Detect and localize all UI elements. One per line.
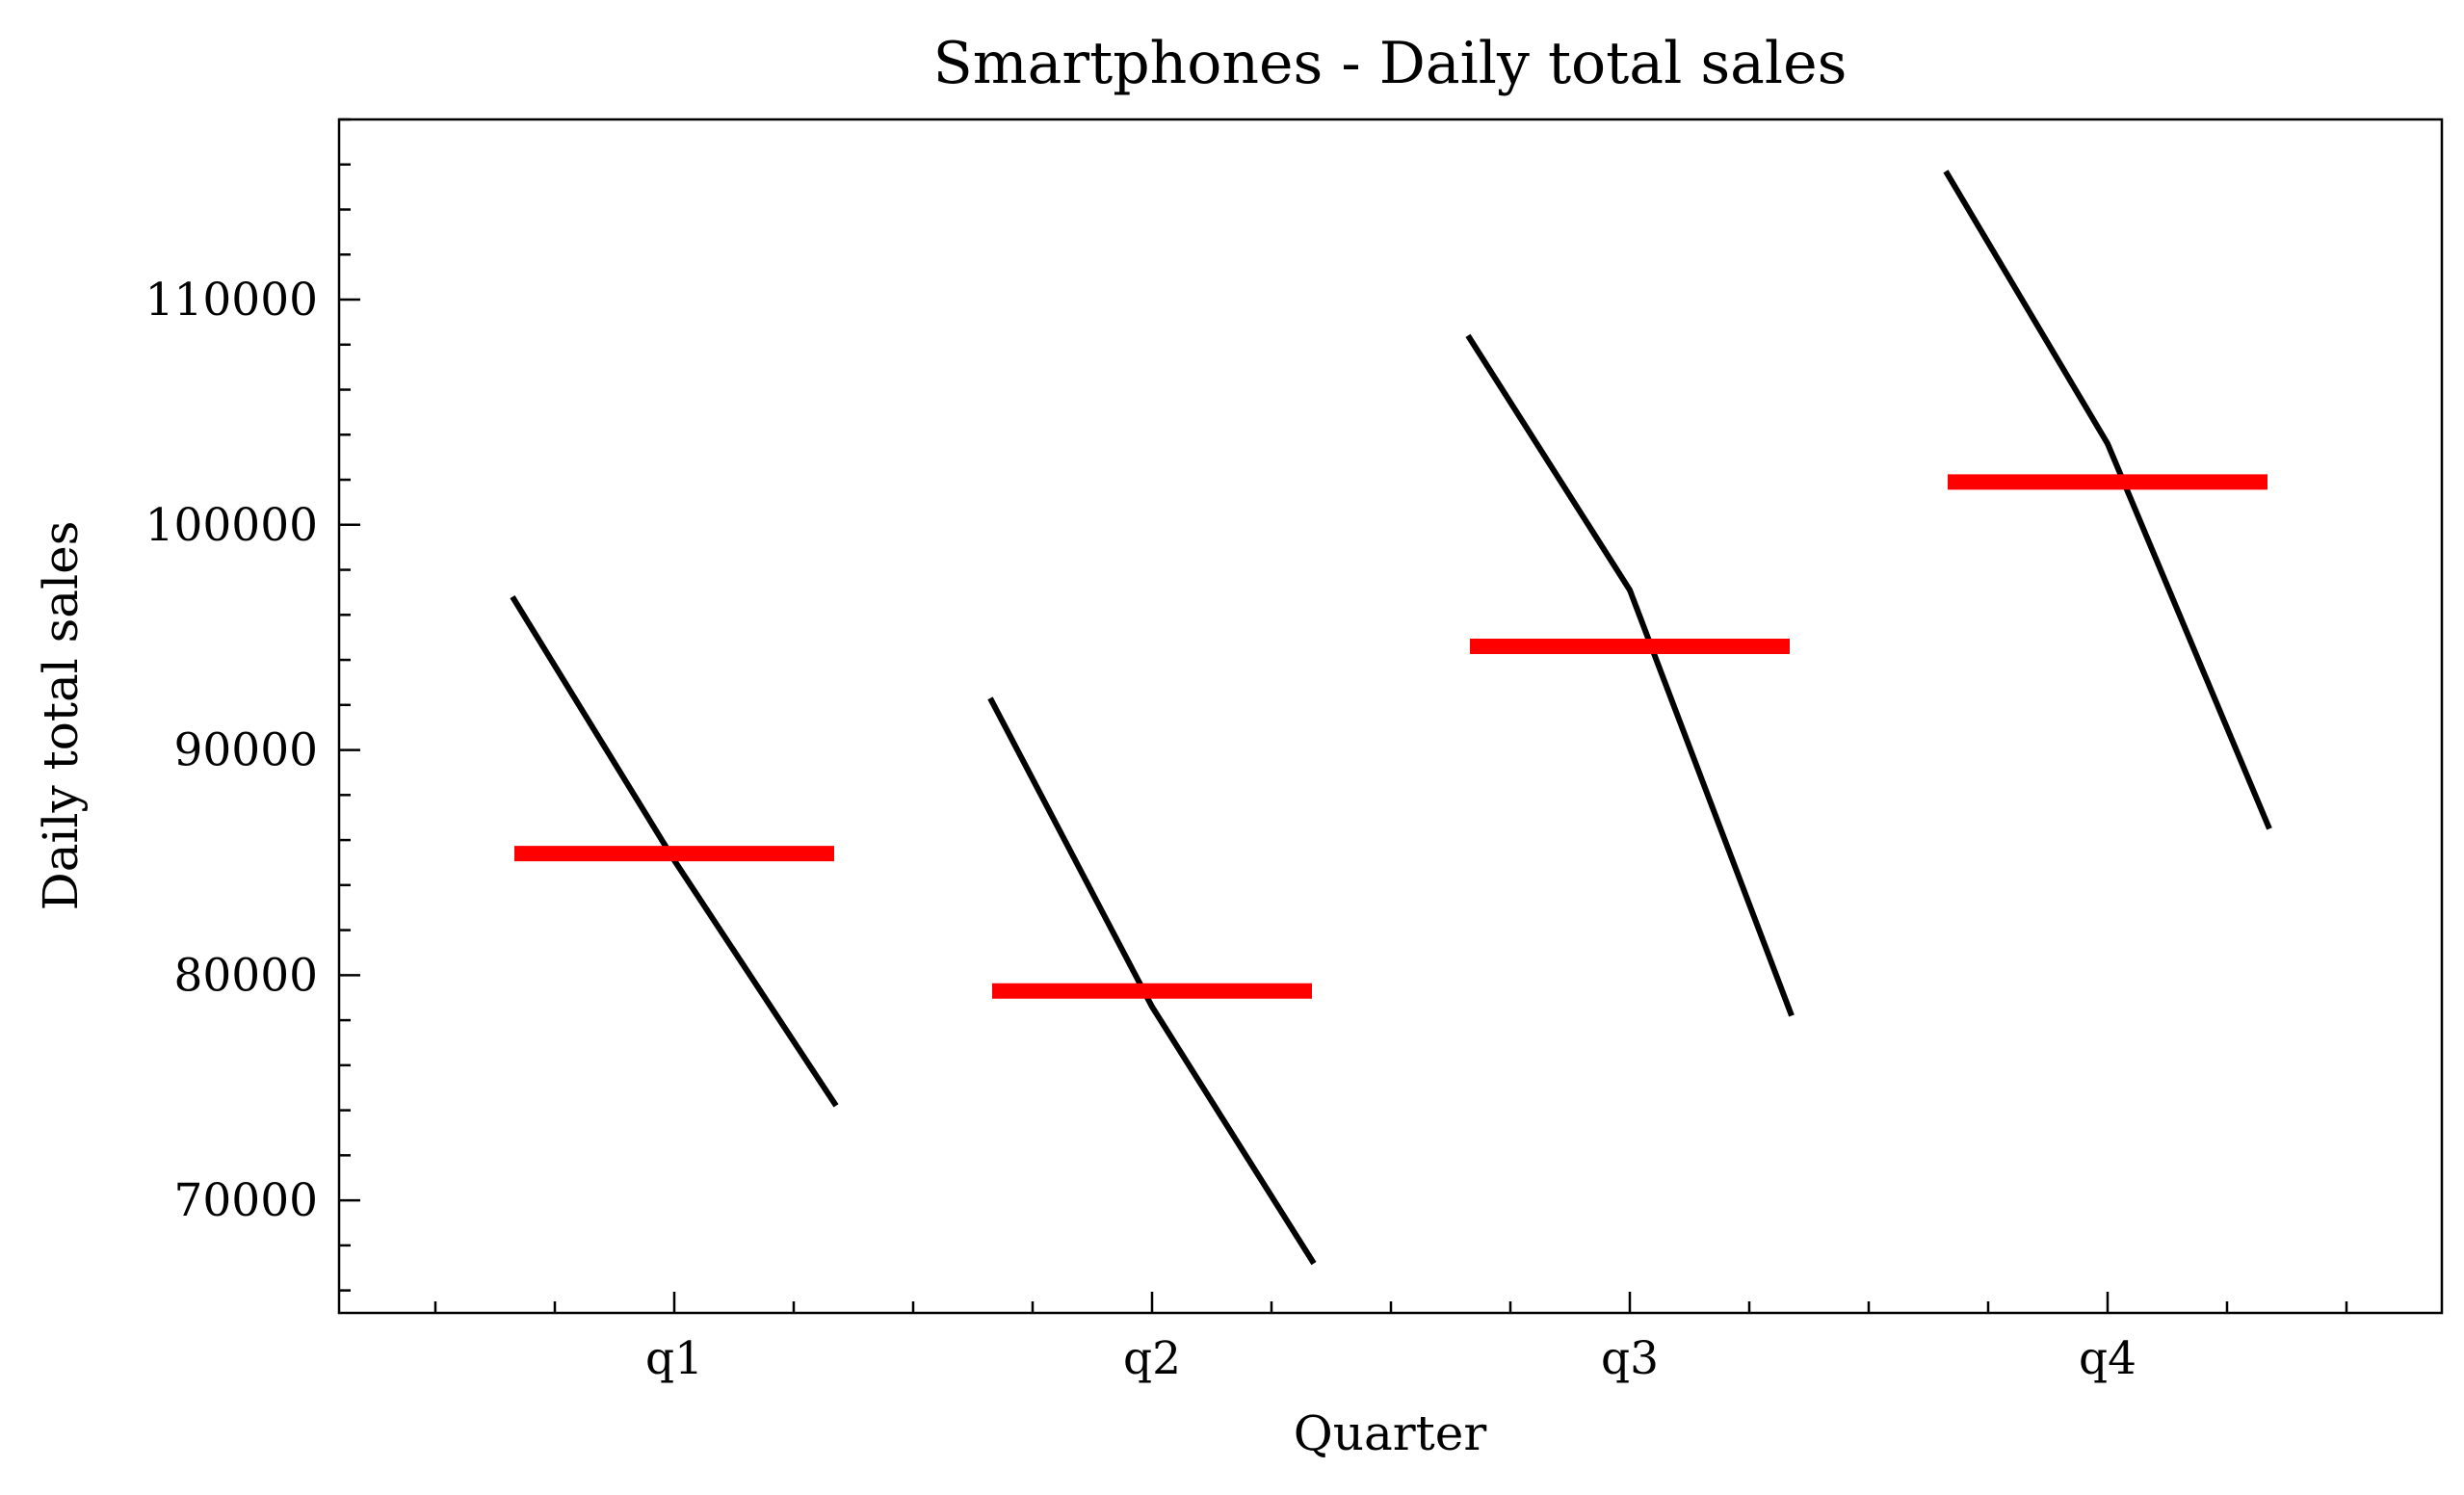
quarter-line-q2 bbox=[987, 696, 1317, 1266]
plot-frame bbox=[337, 118, 2444, 1315]
quarter-line-q3 bbox=[1465, 333, 1795, 1017]
x-tick-label-q4: q4 bbox=[2079, 1332, 2136, 1385]
y-tick-label-100000: 100000 bbox=[145, 499, 318, 552]
y-tick-label-110000: 110000 bbox=[145, 274, 318, 327]
y-tick-label-80000: 80000 bbox=[173, 949, 318, 1002]
x-axis-label: Quarter bbox=[1294, 1405, 1487, 1461]
y-axis-label: Daily total sales bbox=[33, 521, 89, 911]
y-tick-label-70000: 70000 bbox=[173, 1174, 318, 1227]
y-tick-label-90000: 90000 bbox=[173, 724, 318, 777]
x-tick-label-q2: q2 bbox=[1123, 1332, 1181, 1385]
quarter-line-q4 bbox=[1943, 170, 2272, 830]
x-tick-label-q1: q1 bbox=[645, 1332, 703, 1385]
x-tick-label-q3: q3 bbox=[1601, 1332, 1659, 1385]
chart-title: Smartphones - Daily total sales bbox=[933, 30, 1848, 97]
